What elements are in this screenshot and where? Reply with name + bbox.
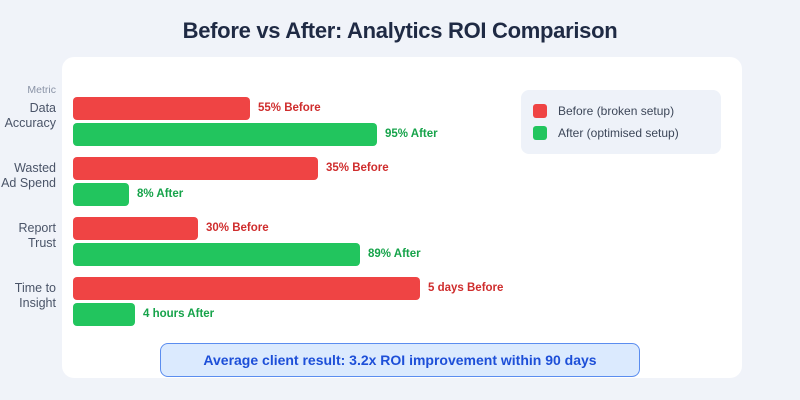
legend-item-before[interactable]: Before (broken setup) [533,100,709,122]
legend-item-after[interactable]: After (optimised setup) [533,122,709,144]
y-tick-label-wasted-ad-spend: Wasted Ad Spend [1,161,56,190]
y-tick-label-time-to-insight: Time to Insight [14,281,56,310]
y-axis-title: Metric [27,84,56,96]
legend-label-before: Before (broken setup) [558,104,675,118]
y-tick-label-data-accuracy: Data Accuracy [4,101,56,130]
legend-swatch-after-icon [533,126,547,140]
legend-label-after: After (optimised setup) [558,126,679,140]
annotation-box: Average client result: 3.2x ROI improvem… [160,343,640,377]
y-axis: Metric Data Accuracy Wasted Ad Spend Rep… [0,57,62,378]
page-title: Before vs After: Analytics ROI Compariso… [182,18,618,43]
legend-swatch-before-icon [533,104,547,118]
y-tick-label-report-trust: Report Trust [18,221,56,250]
legend: Before (broken setup) After (optimised s… [521,90,721,154]
annotation-text: Average client result: 3.2x ROI improvem… [203,352,597,368]
